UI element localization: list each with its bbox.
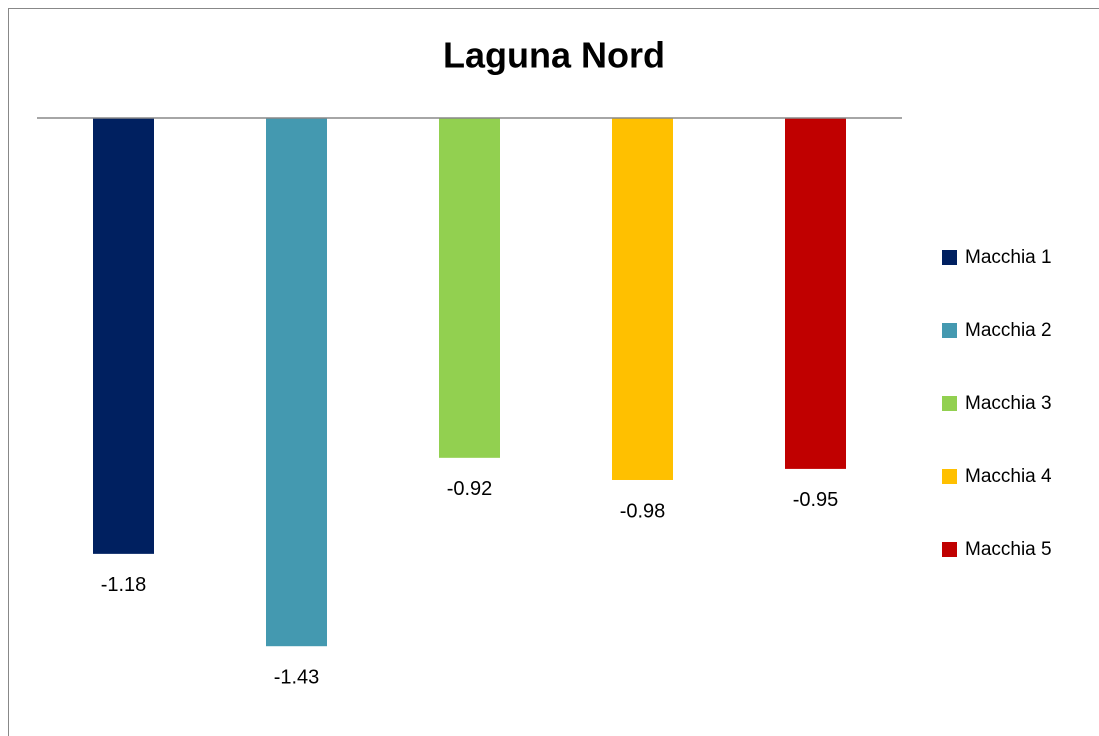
legend-swatch xyxy=(942,469,957,484)
data-label: -0.98 xyxy=(620,500,666,522)
legend-swatch xyxy=(942,396,957,411)
chart-title: Laguna Nord xyxy=(443,35,665,76)
legend-label: Macchia 2 xyxy=(965,320,1052,341)
bar xyxy=(439,118,500,458)
bar xyxy=(93,118,154,554)
legend-label: Macchia 3 xyxy=(965,393,1052,414)
legend-label: Macchia 5 xyxy=(965,539,1052,560)
legend-swatch xyxy=(942,542,957,557)
bar xyxy=(612,118,673,480)
chart-frame xyxy=(8,8,1099,736)
data-label: -1.43 xyxy=(274,666,320,688)
bar xyxy=(266,118,327,647)
data-label: -0.92 xyxy=(447,478,493,500)
bar xyxy=(785,118,846,469)
data-label: -1.18 xyxy=(101,574,147,596)
data-label: -0.95 xyxy=(793,489,839,511)
legend-swatch xyxy=(942,250,957,265)
legend-label: Macchia 1 xyxy=(965,247,1052,268)
legend-swatch xyxy=(942,323,957,338)
legend-label: Macchia 4 xyxy=(965,466,1052,487)
